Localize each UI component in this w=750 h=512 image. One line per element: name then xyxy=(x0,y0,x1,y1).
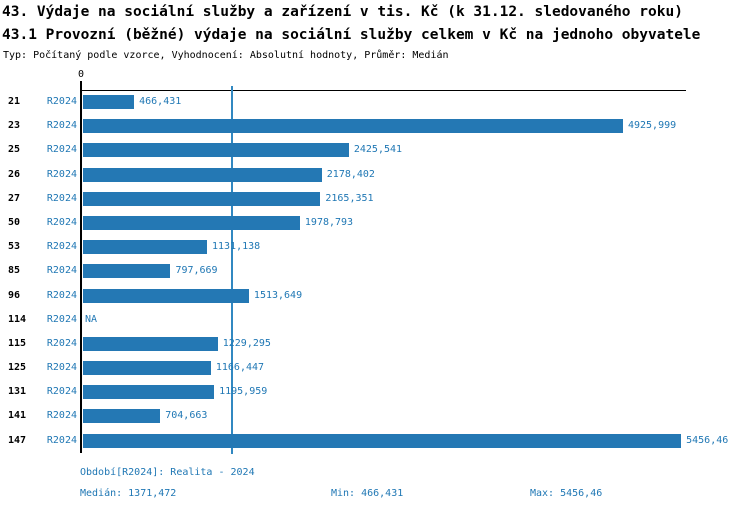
footer-max-label: Max: 5456,46 xyxy=(530,488,603,499)
bar-value-label: 2178,402 xyxy=(326,168,375,180)
row-id-label: 21 xyxy=(8,96,21,107)
footer-min-label: Min: 466,431 xyxy=(331,488,404,499)
bar-125[interactable] xyxy=(83,361,211,376)
bar-141[interactable] xyxy=(83,409,161,424)
chart-row: 23 R2024 4925,999 xyxy=(0,114,750,138)
bar-value-label: 1195,959 xyxy=(219,386,268,398)
bar-131[interactable] xyxy=(83,385,215,400)
row-period-label: R2024 xyxy=(46,241,77,253)
plot-top-border xyxy=(81,90,686,91)
chart-row: 141 R2024 704,663 xyxy=(0,404,750,428)
bar-27[interactable] xyxy=(83,191,321,206)
bar-value-label: 4925,999 xyxy=(627,120,677,132)
bar-value-label: 1229,295 xyxy=(222,337,271,349)
bar-value-label: 1131,138 xyxy=(211,241,261,253)
row-period-label: R2024 xyxy=(46,216,77,228)
row-id-label: 53 xyxy=(8,241,21,253)
row-period-label: R2024 xyxy=(46,289,77,301)
chart-row: 53 R2024 1131,138 xyxy=(0,235,750,259)
bar-value-label: NA xyxy=(85,313,98,325)
row-id-label: 23 xyxy=(8,120,21,132)
chart-row: 125 R2024 1166,447 xyxy=(0,356,750,380)
footer-period-label: Období[R2024]: Realita - 2024 xyxy=(80,467,255,478)
chart-row: 85 R2024 797,669 xyxy=(0,259,750,283)
row-id-label: 25 xyxy=(8,144,21,156)
bar-53[interactable] xyxy=(83,240,207,255)
chart-row: 96 R2024 1513,649 xyxy=(0,284,750,308)
bar-115[interactable] xyxy=(83,336,218,351)
chart-row: 131 R2024 1195,959 xyxy=(0,380,750,404)
chart-row: 114 R2024 NA xyxy=(0,308,750,332)
bar-value-label: 2425,541 xyxy=(353,144,403,156)
footer-median-label: Medián: 1371,472 xyxy=(80,488,177,499)
bar-21[interactable] xyxy=(83,95,135,109)
row-id-label: 85 xyxy=(8,265,21,277)
row-id-label: 131 xyxy=(8,386,27,398)
chart-row: 26 R2024 2178,402 xyxy=(0,163,750,187)
row-period-label: R2024 xyxy=(46,120,77,132)
row-id-label: 115 xyxy=(8,337,27,349)
chart-rows: 21 R2024 466,431 23 R2024 4925,999 25 R2024 2425… xyxy=(0,90,750,453)
row-id-label: 27 xyxy=(8,192,21,204)
bar-85[interactable] xyxy=(83,264,171,279)
chart-row: 25 R2024 2425,541 xyxy=(0,138,750,162)
report-title: 43. Výdaje na sociální služby a zařízení… xyxy=(2,4,683,20)
chart-row: 115 R2024 1229,295 xyxy=(0,332,750,356)
row-period-label: R2024 xyxy=(46,168,77,180)
row-id-label: 141 xyxy=(8,410,27,422)
chart-row: 27 R2024 2165,351 xyxy=(0,187,750,211)
row-period-label: R2024 xyxy=(46,434,77,446)
row-period-label: R2024 xyxy=(46,362,77,374)
row-period-label: R2024 xyxy=(46,337,77,349)
bar-26[interactable] xyxy=(83,167,322,182)
bar-25[interactable] xyxy=(83,143,349,158)
bar-23[interactable] xyxy=(83,119,623,134)
row-period-label: R2024 xyxy=(46,410,77,422)
row-period-label: R2024 xyxy=(46,386,77,398)
row-id-label: 26 xyxy=(8,168,21,180)
row-id-label: 96 xyxy=(8,289,21,301)
bar-value-label: 5456,46 xyxy=(686,434,729,446)
row-period-label: R2024 xyxy=(46,265,77,277)
row-period-label: R2024 xyxy=(46,96,77,107)
bar-value-label: 1978,793 xyxy=(304,216,354,228)
y-axis-line xyxy=(80,81,82,453)
row-id-label: 114 xyxy=(8,313,27,325)
bar-50[interactable] xyxy=(83,215,300,230)
bar-value-label: 704,663 xyxy=(165,410,208,422)
chart-row: 21 R2024 466,431 xyxy=(0,90,750,114)
report-subtitle: 43.1 Provozní (běžné) výdaje na sociální… xyxy=(2,27,701,43)
row-period-label: R2024 xyxy=(46,313,77,325)
bar-value-label: 466,431 xyxy=(139,96,182,107)
median-line xyxy=(231,86,234,454)
chart-row: 147 R2024 5456,46 xyxy=(0,429,750,453)
row-period-label: R2024 xyxy=(46,144,77,156)
chart-row: 50 R2024 1978,793 xyxy=(0,211,750,235)
bar-value-label: 2165,351 xyxy=(325,192,374,204)
x-axis-zero-label: 0 xyxy=(77,69,85,80)
bar-value-label: 1513,649 xyxy=(253,289,303,301)
bar-value-label: 1166,447 xyxy=(215,362,265,374)
bar-value-label: 797,669 xyxy=(175,265,218,277)
bar-147[interactable] xyxy=(83,433,682,448)
report-meta: Typ: Počítaný podle vzorce, Vyhodnocení:… xyxy=(3,50,449,61)
row-id-label: 50 xyxy=(8,216,21,228)
row-period-label: R2024 xyxy=(46,192,77,204)
row-id-label: 125 xyxy=(8,362,27,374)
row-id-label: 147 xyxy=(8,434,27,446)
bar-96[interactable] xyxy=(83,288,249,303)
